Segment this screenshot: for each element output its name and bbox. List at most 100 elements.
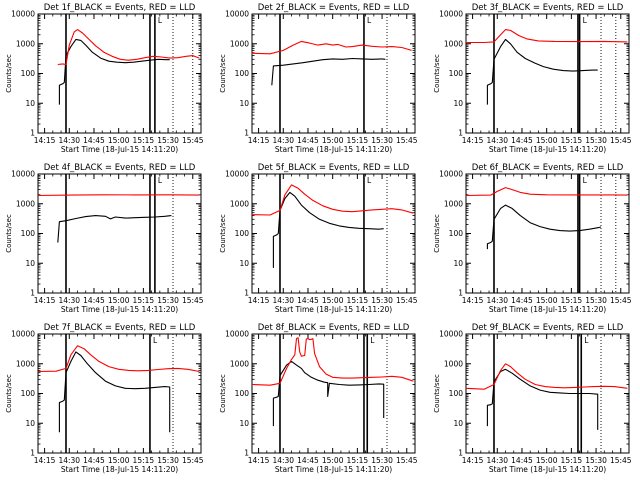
panel-2-ylabel: Counts/sec bbox=[219, 54, 227, 93]
panel-8-series-events bbox=[272, 360, 385, 427]
panel-5-title: Det 5f_BLACK = Events, RED = LLD bbox=[258, 163, 410, 173]
panel-7-axes-frame bbox=[37, 333, 202, 454]
panel-2-ytick-label: 10 bbox=[239, 99, 249, 108]
panel-4-ylabel: Counts/sec bbox=[5, 214, 13, 253]
panel-8-ytick-label: 100 bbox=[235, 389, 250, 398]
panel-6-ytick-label: 1000 bbox=[444, 199, 463, 208]
panel-3-xtick-label: 14:15 bbox=[462, 136, 484, 145]
panel-5-ytick-label: 10 bbox=[239, 259, 249, 268]
panel-5-xtick-label: 14:45 bbox=[297, 296, 319, 305]
panel-2-series-events bbox=[271, 57, 386, 86]
panel-5-ytick-label: 1 bbox=[244, 289, 249, 298]
panel-7-xtick-label: 14:45 bbox=[83, 456, 105, 465]
panel-1-series-events bbox=[58, 38, 170, 105]
panel-9-ytick-label: 100 bbox=[449, 389, 464, 398]
panel-1-xtick-label: 14:15 bbox=[34, 136, 56, 145]
panel-1-xtick-label: 15:30 bbox=[157, 136, 179, 145]
panel-6-ytick-label: 100 bbox=[449, 229, 464, 238]
panel-2-xtick-label: 15:45 bbox=[396, 136, 418, 145]
panel-3-ylabel: Counts/sec bbox=[433, 54, 441, 93]
panel-8-xtick-label: 15:45 bbox=[396, 456, 418, 465]
panel-6-ytick-label: 10000 bbox=[439, 170, 463, 179]
panel-3-axes-frame bbox=[465, 13, 630, 134]
panel-3-xtick-label: 14:45 bbox=[511, 136, 533, 145]
panel-8-xtick-label: 15:30 bbox=[371, 456, 393, 465]
panel-4-xtick-label: 15:30 bbox=[157, 296, 179, 305]
panel-7-xtick-label: 15:15 bbox=[133, 456, 155, 465]
panel-4-ytick-label: 1000 bbox=[16, 199, 35, 208]
panel-9-ytick-label: 10000 bbox=[439, 330, 463, 339]
panel-6-axes-frame bbox=[465, 173, 630, 294]
panel-7-xlabel: Start Time (18-Jul-15 14:11:20) bbox=[61, 465, 178, 474]
panel-8-marker-label: L bbox=[370, 336, 375, 345]
panel-9-axes-frame bbox=[465, 333, 630, 454]
panel-1-axes-frame bbox=[37, 13, 202, 134]
panel-6-series-events bbox=[486, 204, 602, 250]
panel-1-series-lld bbox=[57, 29, 200, 66]
panel-2-ytick-label: 1 bbox=[244, 129, 249, 138]
panel-2-xtick-label: 15:30 bbox=[371, 136, 393, 145]
panel-4-ytick-label: 10 bbox=[25, 259, 35, 268]
panel-2-title: Det 2f_BLACK = Events, RED = LLD bbox=[258, 3, 410, 13]
panel-8-ytick-label: 10000 bbox=[225, 330, 249, 339]
panel-3-xtick-label: 15:30 bbox=[585, 136, 607, 145]
panel-2-xtick-label: 15:00 bbox=[322, 136, 344, 145]
panel-6-ytick-label: 10 bbox=[453, 259, 463, 268]
panel-2-xtick-label: 15:15 bbox=[347, 136, 369, 145]
panel-9-title: Det 9f_BLACK = Events, RED = LLD bbox=[472, 323, 624, 333]
panel-6-ytick-label: 1 bbox=[458, 289, 463, 298]
panel-5-ytick-label: 10000 bbox=[225, 170, 249, 179]
panel-5-xtick-label: 14:30 bbox=[272, 296, 294, 305]
panel-4-xlabel: Start Time (18-Jul-15 14:11:20) bbox=[61, 305, 178, 314]
panel-5-xtick-label: 15:00 bbox=[322, 296, 344, 305]
panel-1-xtick-label: 14:30 bbox=[58, 136, 80, 145]
panel-7-ytick-label: 1000 bbox=[16, 359, 35, 368]
panel-7-xtick-label: 15:45 bbox=[182, 456, 204, 465]
panel-2-xtick-label: 14:30 bbox=[272, 136, 294, 145]
panel-8-series-lld bbox=[251, 337, 414, 386]
panel-8-ytick-label: 10 bbox=[239, 419, 249, 428]
panel-6-series-lld bbox=[465, 187, 628, 197]
panel-3-ytick-label: 1 bbox=[458, 129, 463, 138]
panel-4-xtick-label: 15:15 bbox=[133, 296, 155, 305]
panel-3-ytick-label: 10000 bbox=[439, 10, 463, 19]
panel-2-xlabel: Start Time (18-Jul-15 14:11:20) bbox=[275, 145, 392, 154]
panel-4-xtick-label: 14:45 bbox=[83, 296, 105, 305]
panel-7-series-events bbox=[58, 351, 171, 433]
panel-2-marker-label: L bbox=[367, 16, 372, 25]
panel-7-xtick-label: 15:00 bbox=[108, 456, 130, 465]
panel-4-ytick-label: 1 bbox=[30, 289, 35, 298]
panel-4-ytick-label: 100 bbox=[21, 229, 36, 238]
panel-8-ylabel: Counts/sec bbox=[219, 374, 227, 413]
panel-1-title: Det 1f_BLACK = Events, RED = LLD bbox=[44, 3, 196, 13]
panel-4-xtick-label: 15:45 bbox=[182, 296, 204, 305]
panel-6-title: Det 6f_BLACK = Events, RED = LLD bbox=[472, 163, 624, 173]
panel-9-ytick-label: 1 bbox=[458, 449, 463, 458]
panel-2-axes-frame bbox=[251, 13, 416, 134]
panel-1-ylabel: Counts/sec bbox=[5, 54, 13, 93]
panel-1-xlabel: Start Time (18-Jul-15 14:11:20) bbox=[61, 145, 178, 154]
panel-3-ytick-label: 100 bbox=[449, 69, 464, 78]
panel-9-xtick-label: 14:30 bbox=[486, 456, 508, 465]
panel-3-xtick-label: 15:00 bbox=[536, 136, 558, 145]
panel-3-title: Det 3f_BLACK = Events, RED = LLD bbox=[472, 3, 624, 13]
panel-6-xtick-label: 14:45 bbox=[511, 296, 533, 305]
panel-4-xtick-label: 14:15 bbox=[34, 296, 56, 305]
panel-6-xtick-label: 15:45 bbox=[610, 296, 632, 305]
panel-7-ylabel: Counts/sec bbox=[5, 374, 13, 413]
panel-8-xtick-label: 15:15 bbox=[347, 456, 369, 465]
panel-5-ylabel: Counts/sec bbox=[219, 214, 227, 253]
panel-7-series-lld bbox=[37, 345, 200, 373]
panel-3-series-lld bbox=[466, 29, 628, 44]
panel-1-marker-label: L bbox=[158, 16, 163, 25]
panel-8-ytick-label: 1 bbox=[244, 449, 249, 458]
panel-9-series-lld bbox=[465, 363, 628, 390]
panel-9-xtick-label: 15:00 bbox=[536, 456, 558, 465]
panel-3-marker-label: L bbox=[583, 16, 588, 25]
panel-1-ytick-label: 1000 bbox=[16, 39, 35, 48]
panel-3-xtick-label: 14:30 bbox=[486, 136, 508, 145]
panel-2-ytick-label: 10000 bbox=[225, 10, 249, 19]
panel-2-xtick-label: 14:15 bbox=[248, 136, 270, 145]
panel-4-title: Det 4f_BLACK = Events, RED = LLD bbox=[44, 163, 196, 173]
panel-9-ylabel: Counts/sec bbox=[433, 374, 441, 413]
